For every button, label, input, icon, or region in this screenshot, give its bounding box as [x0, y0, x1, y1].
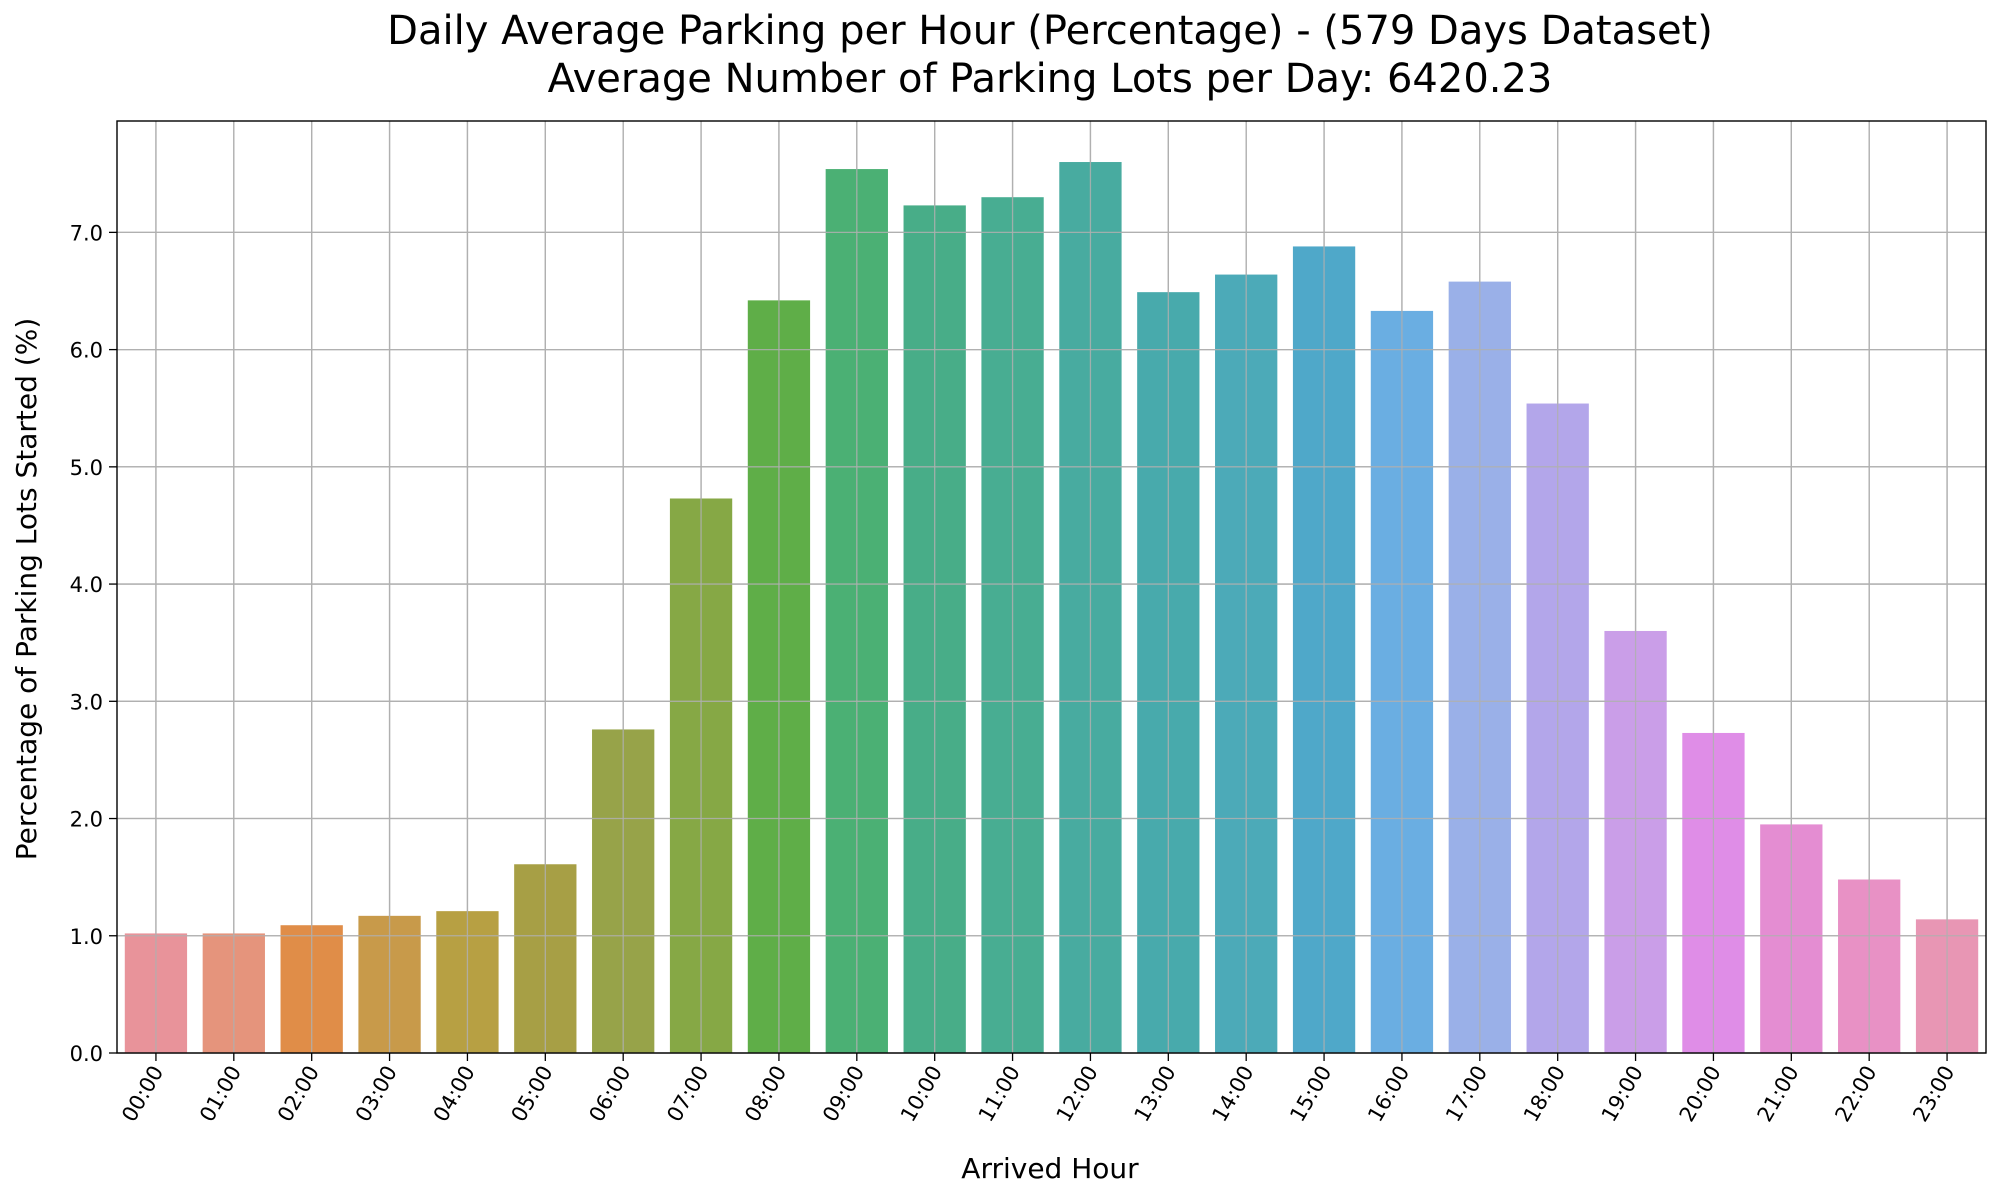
x-axis-label: Arrived Hour — [961, 1152, 1139, 1185]
x-tick-label: 03:00 — [351, 1062, 402, 1126]
y-tick-label: 6.0 — [70, 339, 103, 363]
x-tick-label: 18:00 — [1519, 1062, 1570, 1126]
x-tick-label: 07:00 — [662, 1062, 713, 1126]
x-tick-label: 17:00 — [1441, 1062, 1492, 1126]
x-tick-label: 16:00 — [1363, 1062, 1414, 1126]
x-tick-label: 13:00 — [1130, 1062, 1181, 1126]
x-tick-label: 01:00 — [195, 1062, 246, 1126]
y-tick-label: 3.0 — [70, 690, 103, 714]
x-tick-label: 05:00 — [507, 1062, 558, 1126]
x-tick-label: 23:00 — [1908, 1062, 1959, 1126]
x-tick-label: 08:00 — [740, 1062, 791, 1126]
x-tick-label: 20:00 — [1675, 1062, 1726, 1126]
plot-frame — [116, 120, 1987, 1054]
x-tick-label: 15:00 — [1285, 1062, 1336, 1126]
x-tick-label: 00:00 — [117, 1062, 168, 1126]
chart-title: Daily Average Parking per Hour (Percenta… — [387, 8, 1713, 54]
x-tick-label: 19:00 — [1597, 1062, 1648, 1126]
y-tick-label: 4.0 — [70, 573, 103, 597]
y-axis-label: Percentage of Parking Lots Started (%) — [10, 318, 43, 860]
x-tick-label: 06:00 — [584, 1062, 635, 1126]
x-tick-label: 21:00 — [1753, 1062, 1804, 1126]
x-tick-label: 12:00 — [1052, 1062, 1103, 1126]
y-tick-label: 7.0 — [70, 221, 103, 245]
y-tick-label: 2.0 — [70, 808, 103, 832]
x-tick-label: 22:00 — [1830, 1062, 1881, 1126]
y-tick-label: 0.0 — [70, 1042, 103, 1066]
y-tick-label: 1.0 — [70, 925, 103, 949]
x-tick-label: 11:00 — [974, 1062, 1025, 1126]
axes-layer — [116, 120, 1987, 1054]
y-tick-label: 5.0 — [70, 456, 103, 480]
chart-subtitle: Average Number of Parking Lots per Day: … — [548, 56, 1553, 102]
x-tick-label: 10:00 — [896, 1062, 947, 1126]
x-tick-label: 04:00 — [429, 1062, 480, 1126]
x-tick-label: 14:00 — [1207, 1062, 1258, 1126]
x-tick-label: 09:00 — [818, 1062, 869, 1126]
x-tick-label: 02:00 — [273, 1062, 324, 1126]
bars-layer — [117, 121, 1986, 1054]
